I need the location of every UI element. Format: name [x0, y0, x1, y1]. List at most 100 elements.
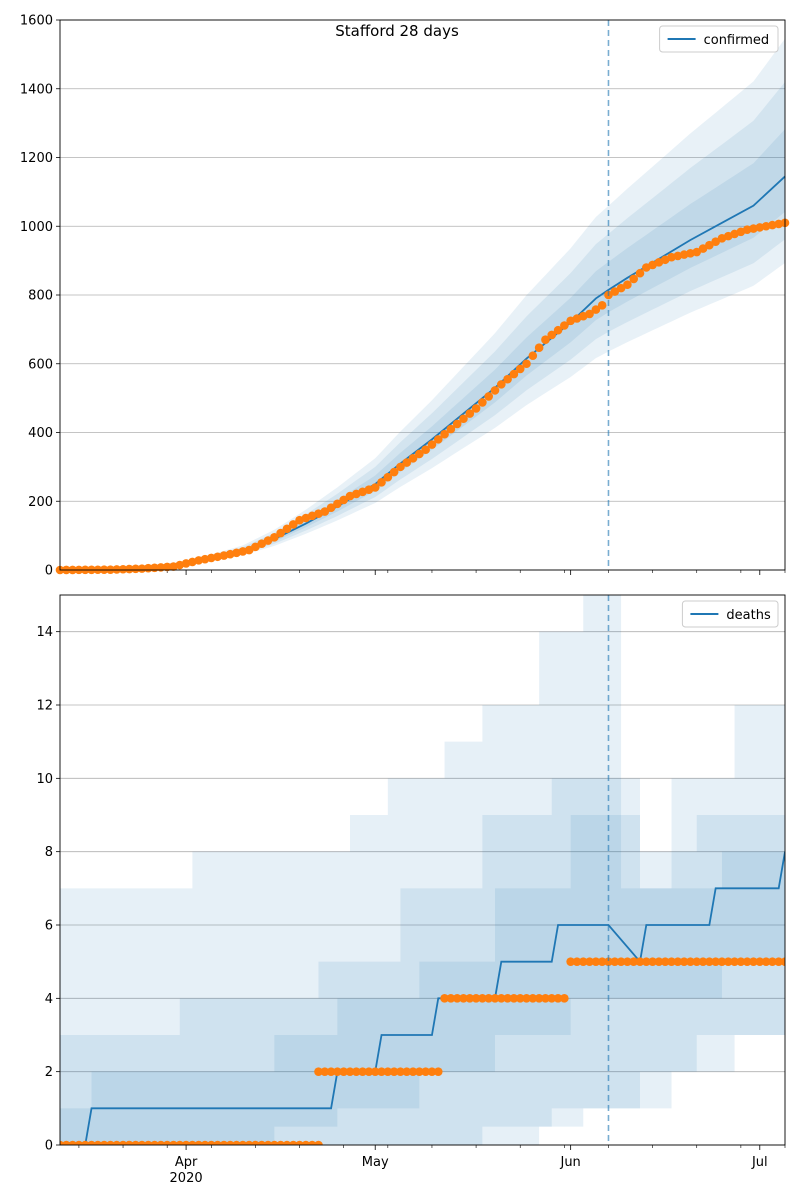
observed-point [705, 240, 714, 250]
observed-point [484, 994, 493, 1003]
legend-box [681, 600, 779, 628]
observed-point [459, 994, 468, 1003]
observed-point [509, 994, 519, 1003]
observed-point [345, 1067, 355, 1076]
observed-point [408, 1067, 418, 1076]
observed-point [654, 957, 664, 966]
y-tick-label: 400 [28, 426, 53, 441]
observed-point [698, 957, 708, 966]
observed-point [497, 994, 506, 1003]
observed-point [755, 957, 765, 966]
observed-point [421, 445, 430, 454]
observed-point [629, 274, 638, 284]
y-tick-label: 800 [28, 289, 53, 304]
observed-point [465, 409, 475, 418]
observed-point [560, 994, 569, 1003]
legend-label: confirmed [704, 33, 770, 48]
observed-point [320, 1067, 330, 1076]
observed-point [736, 957, 746, 966]
observed-point [780, 957, 785, 966]
deaths-plot-area [60, 595, 785, 1145]
observed-point [692, 247, 702, 257]
observed-point [597, 301, 607, 310]
observed-point [131, 564, 140, 574]
observed-point [503, 374, 512, 384]
y-tick-label: 12 [36, 699, 53, 714]
observed-point [377, 478, 386, 487]
observed-point [541, 994, 550, 1003]
observed-point [711, 957, 720, 966]
observed-point [408, 453, 418, 463]
observed-point [547, 330, 557, 340]
observed-point [370, 483, 380, 492]
observed-point [465, 994, 475, 1003]
observed-point [673, 957, 683, 966]
observed-point [541, 335, 550, 344]
observed-point [478, 994, 487, 1003]
y-tick-label: 600 [28, 357, 53, 372]
observed-point [446, 424, 456, 434]
observed-point [471, 404, 481, 413]
observed-point [471, 994, 481, 1003]
observed-point [610, 287, 620, 296]
observed-point [446, 994, 456, 1003]
observed-point [440, 429, 449, 439]
observed-point [509, 369, 519, 379]
y-tick-label: 0 [45, 564, 53, 579]
observed-point [314, 1140, 323, 1145]
observed-point [490, 386, 500, 395]
observed-point [358, 1067, 367, 1076]
observed-point [698, 244, 708, 253]
observed-point [705, 957, 714, 966]
observed-point [314, 1067, 323, 1076]
plot-frame [59, 19, 786, 571]
observed-point [522, 994, 531, 1003]
chart-title: Stafford 28 days [335, 22, 459, 40]
legend-label: deaths [726, 608, 771, 623]
observed-point [452, 994, 462, 1003]
observed-point [478, 398, 487, 407]
observed-point [686, 957, 695, 966]
observed-point [635, 268, 645, 278]
observed-point [774, 957, 783, 966]
observed-point [389, 467, 399, 477]
observed-point [749, 957, 758, 966]
x-tick-label: Jul [751, 1155, 768, 1170]
y-tick-label: 2 [45, 1065, 53, 1080]
observed-point [333, 499, 342, 509]
observed-point [326, 503, 336, 512]
observed-point [623, 957, 632, 966]
observed-point [578, 957, 588, 966]
observed-point [459, 414, 468, 424]
y-tick-label: 6 [45, 919, 53, 934]
observed-point [660, 957, 670, 966]
observed-point [717, 957, 727, 966]
observed-point [553, 994, 563, 1003]
y-tick-label: 4 [45, 992, 53, 1007]
observed-point [396, 462, 405, 472]
y-tick-label: 14 [36, 625, 53, 640]
observed-point [730, 957, 739, 966]
y-tick-label: 1400 [20, 82, 53, 97]
observed-point [490, 994, 500, 1003]
observed-point [339, 495, 348, 505]
observed-point [352, 1067, 361, 1076]
observed-point [591, 305, 601, 314]
observed-point [761, 957, 771, 966]
observed-point [497, 380, 506, 389]
observed-point [642, 957, 651, 966]
observed-point [629, 957, 638, 966]
observed-point [591, 957, 601, 966]
observed-point [421, 1067, 430, 1076]
y-tick-label: 1000 [20, 220, 53, 235]
x-tick-label: Jun [559, 1155, 580, 1170]
observed-point [383, 472, 393, 482]
observed-point [156, 563, 166, 572]
y-tick-label: 1600 [20, 14, 53, 29]
observed-point [566, 957, 575, 966]
x-tick-label: May [362, 1155, 389, 1170]
observed-point [723, 957, 733, 966]
observed-point [667, 957, 676, 966]
y-tick-label: 200 [28, 495, 53, 510]
